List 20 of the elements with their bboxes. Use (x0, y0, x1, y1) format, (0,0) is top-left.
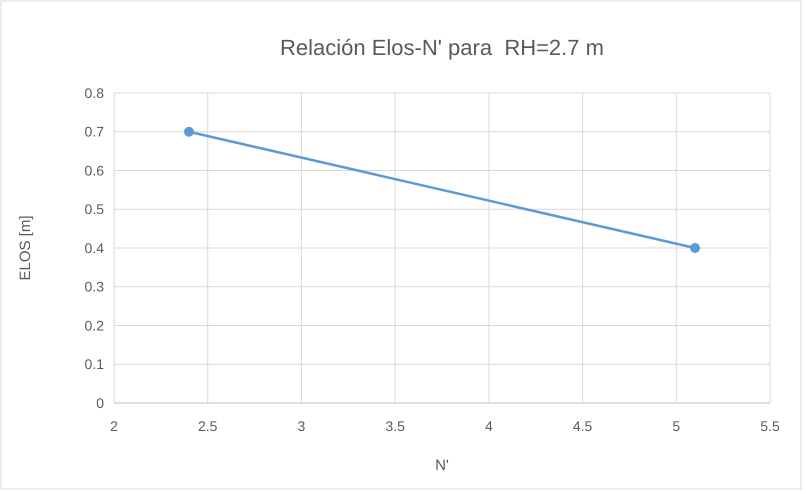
y-tick-label: 0.1 (84, 356, 104, 372)
y-tick-label: 0.4 (84, 240, 104, 256)
x-tick-label: 5.5 (760, 418, 780, 434)
y-axis-title: ELOS [m] (17, 215, 34, 281)
x-tick-label: 2.5 (198, 418, 218, 434)
y-tick-label: 0.8 (84, 84, 104, 101)
x-tick-label: 3 (298, 418, 306, 434)
x-tick-label: 4 (484, 418, 493, 434)
y-tick-label: 0.7 (84, 124, 104, 140)
y-tick-label: 0.3 (84, 278, 104, 295)
y-tick-label: 0.5 (84, 201, 104, 218)
chart-title: Relación Elos-N' para RH=2.7 m (280, 35, 604, 60)
x-tick-label: 4.5 (572, 418, 593, 434)
y-tick-label: 0 (96, 394, 104, 411)
x-axis-title: N' (435, 457, 449, 474)
y-tick-label: 0.2 (84, 317, 104, 334)
x-tick-label: 2 (110, 418, 118, 434)
y-tick-label: 0.6 (84, 162, 104, 178)
x-tick-label: 5 (672, 418, 680, 434)
x-tick-label: 3.5 (385, 418, 406, 434)
